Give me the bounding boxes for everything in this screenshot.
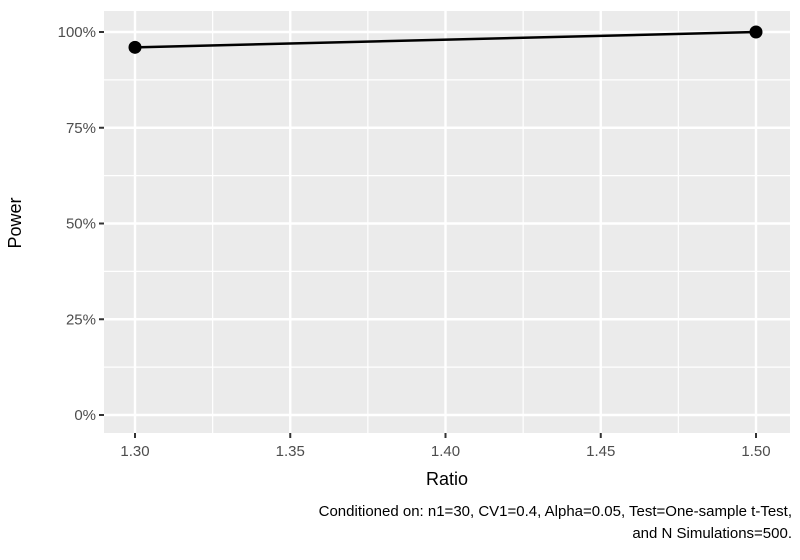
data-point: [749, 25, 763, 39]
x-axis-tick-label: 1.30: [120, 443, 149, 460]
data-point: [128, 40, 142, 54]
y-axis-tick-label: 25%: [66, 311, 96, 328]
x-axis-tick-label: 1.45: [586, 443, 615, 460]
x-axis-tick-label: 1.35: [276, 443, 305, 460]
y-axis-title: Power: [5, 197, 25, 248]
plot-panel: [104, 11, 790, 433]
y-axis-tick-label: 75%: [66, 120, 96, 137]
series-line: [134, 30, 757, 49]
chart-caption: Conditioned on: n1=30, CV1=0.4, Alpha=0.…: [319, 501, 792, 545]
x-axis-tick-label: 1.50: [741, 443, 770, 460]
caption-line-1: Conditioned on: n1=30, CV1=0.4, Alpha=0.…: [318, 503, 792, 520]
caption-line-2: and N Simulations=500.: [632, 525, 792, 542]
y-axis-tick-label: 0%: [74, 407, 96, 424]
y-axis-tick-label: 50%: [66, 216, 96, 233]
power-vs-ratio-chart: 1.30 1.35 1.40 1.45 1.50 0% 25% 50% 75% 100% Ratio…: [5, 11, 790, 489]
x-axis-title: Ratio: [426, 469, 468, 489]
x-axis-tick-label: 1.40: [431, 443, 460, 460]
y-axis-tick-label: 100%: [58, 24, 96, 41]
